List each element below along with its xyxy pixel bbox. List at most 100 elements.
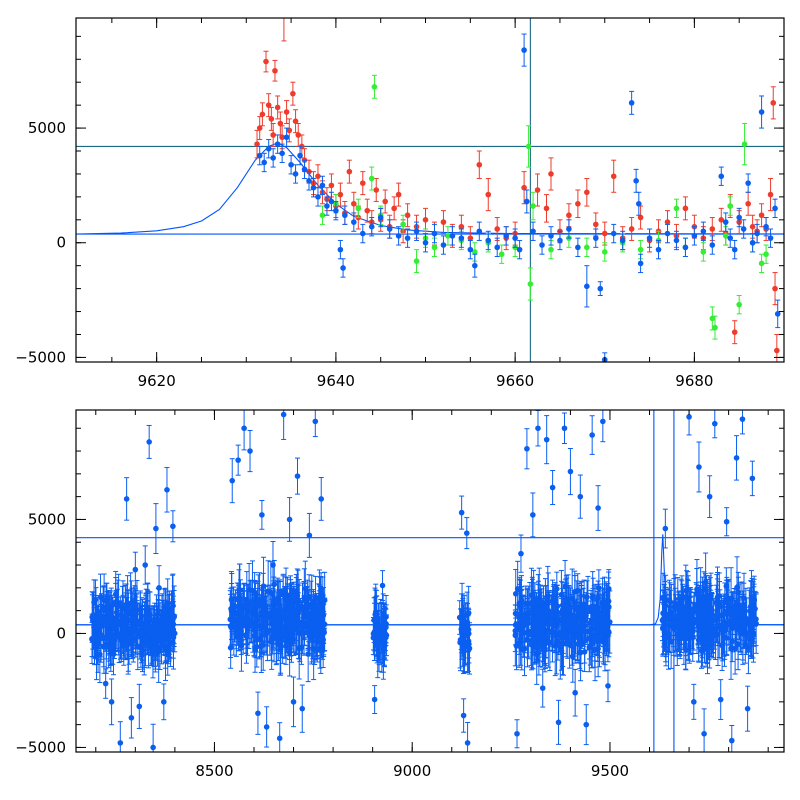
plot-frame [75,17,785,363]
data-point [440,210,447,235]
data-marker [763,223,769,230]
data-point [774,333,780,362]
data-marker [89,614,96,621]
data-marker [333,207,339,214]
data-marker [261,159,268,166]
data-point [391,196,397,221]
data-marker [440,242,447,248]
data-marker [281,11,287,17]
data-marker [265,588,271,595]
data-marker [664,230,671,237]
data-point [297,145,303,166]
data-point [431,223,438,244]
data-point [628,217,635,241]
data-marker [636,200,642,207]
data-point [476,221,483,241]
data-marker [575,244,581,251]
data-point [736,294,742,315]
data-point [319,175,326,196]
data-marker [277,638,284,645]
data-marker [465,630,472,637]
data-point [503,226,509,246]
data-marker [774,311,781,317]
data-marker [265,145,272,152]
data-point [310,178,317,198]
plot-area [76,410,784,752]
data-point [534,173,541,207]
data-point [167,619,174,668]
data-point [610,223,617,244]
data-point [440,235,447,255]
data-marker [458,235,465,241]
data-marker [391,205,397,212]
data-point [637,253,644,274]
data-point [256,145,263,166]
data-marker [646,235,653,241]
data-marker [413,228,420,235]
data-marker [575,200,581,207]
data-marker [301,629,307,636]
data-point [351,191,357,216]
data-point [682,196,689,221]
data-point [767,178,774,212]
data-point [498,244,505,264]
data-marker [774,347,780,354]
data-point [731,320,738,345]
data-marker [584,283,590,290]
data-marker [745,180,751,186]
data-marker [94,625,101,632]
data-point [476,150,483,180]
data-point [163,608,170,647]
data-marker [151,632,158,638]
data-point [346,159,353,184]
data-point [265,139,272,159]
data-point [494,237,501,258]
data-marker [368,175,375,182]
data-marker [709,315,716,322]
data-marker [395,191,402,198]
data-point [774,299,781,329]
data-marker [449,233,456,239]
data-point [655,239,662,260]
data-point [340,258,346,278]
data-point [281,11,287,42]
data-point [458,228,465,248]
data-point [319,205,326,225]
data-point [758,253,765,274]
data-marker [655,246,662,253]
data-marker [637,260,644,267]
data-point [485,230,492,251]
data-point [413,221,420,241]
data-point [512,228,518,248]
data-point [351,212,357,232]
data-point [246,563,252,617]
data-marker [691,233,698,239]
data-point [575,237,581,258]
data-marker [243,633,250,640]
data-point [292,109,299,134]
data-marker [279,150,285,157]
data-marker [610,230,617,237]
data-point [772,272,778,306]
data-marker [767,235,774,241]
data-point [150,619,156,679]
data-marker [246,586,252,593]
data-marker [306,178,312,184]
data-marker [315,194,321,200]
data-marker [328,198,335,205]
data-point [261,152,268,173]
data-marker [597,285,604,292]
data-point [90,620,96,658]
data-point [548,157,554,191]
data-marker [485,191,492,198]
data-point [530,191,536,221]
data-point [566,219,572,239]
data-marker [530,228,536,235]
data-point [337,239,344,260]
data-point [539,235,545,255]
data-marker [374,631,380,638]
data-marker [241,602,248,609]
data-point [722,212,729,232]
data-marker [718,217,725,223]
